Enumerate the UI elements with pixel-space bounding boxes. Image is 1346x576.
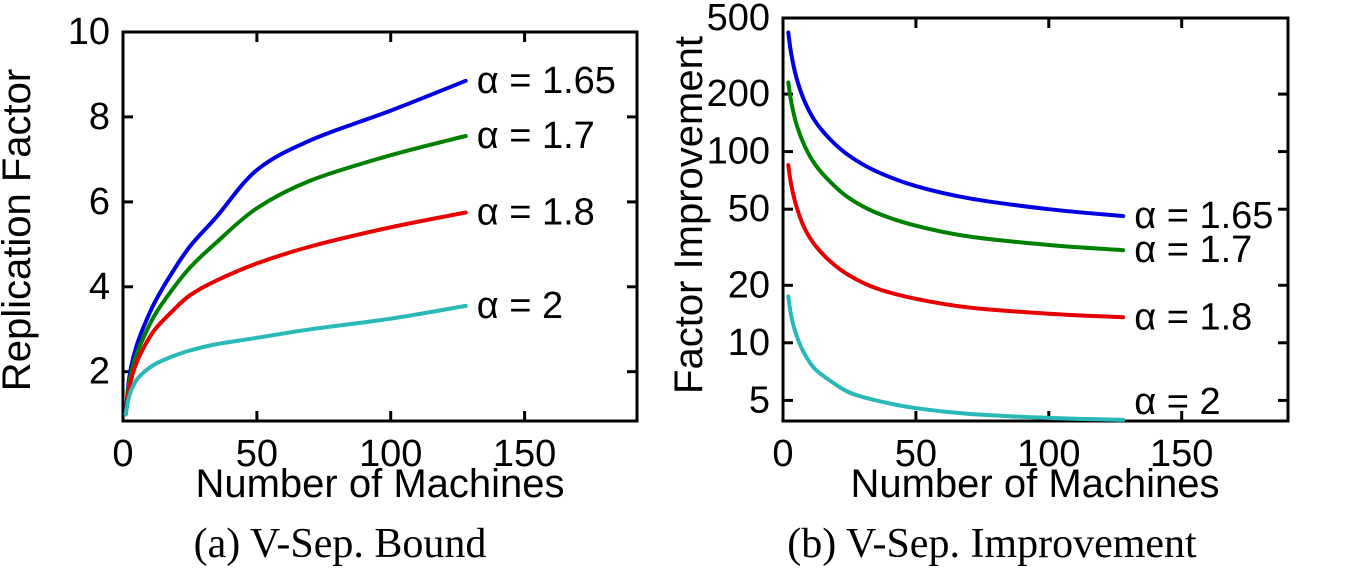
y-tick-label: 4 xyxy=(89,266,110,308)
series-label-alpha-2: α = 2 xyxy=(477,285,563,327)
x-tick-label: 50 xyxy=(895,433,937,475)
y-tick-label: 20 xyxy=(728,264,770,306)
curve-alpha-2 xyxy=(786,294,1126,422)
y-tick-label: 8 xyxy=(89,96,110,138)
caption: (b) V-Sep. Improvement xyxy=(787,521,1197,567)
x-tick-label: 150 xyxy=(1150,433,1213,475)
chart-vsep-improvement: Factor Improvement Number of Machines (b… xyxy=(667,0,1290,567)
curve-alpha-1.7 xyxy=(123,134,468,417)
y-tick-label: 10 xyxy=(728,322,770,364)
x-tick-label: 50 xyxy=(236,433,278,475)
curve-alpha-1.65 xyxy=(123,78,468,417)
y-axis-label: Replication Factor xyxy=(0,69,39,391)
x-tick-label: 100 xyxy=(1017,433,1080,475)
chart-vsep-bound: Replication Factor Number of Machines (a… xyxy=(0,11,639,567)
curve-alpha-1.8 xyxy=(123,210,468,417)
x-axis-label: Number of Machines xyxy=(195,462,564,506)
series-label-alpha-1.65: α = 1.65 xyxy=(1134,195,1273,237)
curve-alpha-1.65 xyxy=(786,30,1126,219)
x-axis-label: Number of Machines xyxy=(850,462,1219,506)
y-tick-label: 200 xyxy=(707,73,770,115)
curve-alpha-1.7 xyxy=(786,80,1126,253)
y-tick-label: 500 xyxy=(707,0,770,39)
series-label-alpha-1.7: α = 1.7 xyxy=(1134,229,1252,271)
curve-alpha-2 xyxy=(123,303,468,417)
x-tick-label: 150 xyxy=(493,433,556,475)
series-label-alpha-1.8: α = 1.8 xyxy=(1134,296,1252,338)
y-axis-label: Factor Improvement xyxy=(667,36,711,394)
x-tick-label: 0 xyxy=(772,433,793,475)
caption: (a) V-Sep. Bound xyxy=(194,521,487,567)
y-tick-label: 6 xyxy=(89,181,110,223)
x-tick-label: 100 xyxy=(359,433,422,475)
series-label-alpha-1.65: α = 1.65 xyxy=(477,60,616,102)
series-label-alpha-1.7: α = 1.7 xyxy=(477,115,595,157)
y-tick-label: 10 xyxy=(68,11,110,53)
plot-border xyxy=(781,16,1290,423)
x-tick-label: 0 xyxy=(112,433,133,475)
y-tick-label: 5 xyxy=(749,379,770,421)
y-tick-label: 100 xyxy=(707,131,770,173)
series-label-alpha-1.8: α = 1.8 xyxy=(477,192,595,234)
y-tick-label: 50 xyxy=(728,188,770,230)
series-label-alpha-2: α = 2 xyxy=(1134,381,1220,423)
y-tick-label: 2 xyxy=(89,351,110,393)
plot-border xyxy=(121,30,639,423)
curve-alpha-1.8 xyxy=(786,163,1126,320)
